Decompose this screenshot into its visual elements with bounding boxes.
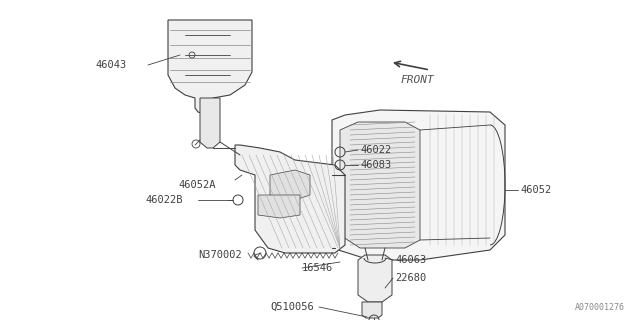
Text: 46022: 46022 xyxy=(360,145,391,155)
Polygon shape xyxy=(362,302,382,318)
Polygon shape xyxy=(258,195,300,218)
Text: 22680: 22680 xyxy=(395,273,426,283)
Text: 16546: 16546 xyxy=(302,263,333,273)
Polygon shape xyxy=(340,122,420,248)
Polygon shape xyxy=(332,110,505,260)
Text: 46022B: 46022B xyxy=(145,195,182,205)
Text: 46052A: 46052A xyxy=(178,180,216,190)
Text: 46043: 46043 xyxy=(95,60,126,70)
Polygon shape xyxy=(270,170,310,200)
Polygon shape xyxy=(168,20,252,114)
Text: Q510056: Q510056 xyxy=(270,302,314,312)
Text: N370002: N370002 xyxy=(198,250,242,260)
Polygon shape xyxy=(235,145,345,253)
Text: A070001276: A070001276 xyxy=(575,303,625,312)
Text: FRONT: FRONT xyxy=(400,75,434,85)
Polygon shape xyxy=(358,255,392,302)
Text: 46052: 46052 xyxy=(520,185,551,195)
Text: 46063: 46063 xyxy=(395,255,426,265)
Polygon shape xyxy=(200,98,220,148)
Text: 46083: 46083 xyxy=(360,160,391,170)
